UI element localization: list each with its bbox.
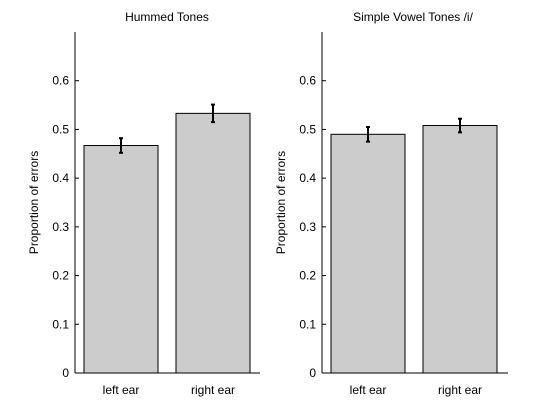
y-axis-label: Proportion of errors [274,151,288,254]
y-tick-label: 0.3 [299,220,316,234]
y-tick-label: 0.1 [52,317,69,331]
chart-panel-hummed-tones: Hummed Tones Proportion of errors left ear… [27,10,260,397]
y-tick-label: 0.5 [52,122,69,136]
x-tick-label: left ear [350,383,387,397]
chart-title: Simple Vowel Tones /i/ [353,10,474,24]
chart-panel-simple-vowel-tones: Simple Vowel Tones /i/Proportion of erro… [274,10,508,397]
chart-title: Hummed Tones [125,10,209,24]
y-tick-label: 0.2 [299,269,316,283]
y-tick-label: 0 [309,366,316,380]
x-tick-label: left ear [103,383,140,397]
y-tick-label: 0.4 [299,171,316,185]
y-tick-label: 0.1 [299,317,316,331]
bar [330,133,406,374]
y-tick-label: 0.3 [52,220,69,234]
bar [175,112,251,374]
y-axis-label: Proportion of errors [27,151,41,254]
x-tick-label: right ear [438,383,482,397]
bar [422,125,498,374]
y-tick-label: 0.5 [299,122,316,136]
x-tick-label: right ear [191,383,235,397]
y-tick-label: 0 [62,366,69,380]
y-tick-label: 0.6 [299,74,316,88]
y-tick-label: 0.4 [52,171,69,185]
y-tick-label: 0.2 [52,269,69,283]
y-tick-label: 0.6 [52,74,69,88]
bar [83,145,159,374]
